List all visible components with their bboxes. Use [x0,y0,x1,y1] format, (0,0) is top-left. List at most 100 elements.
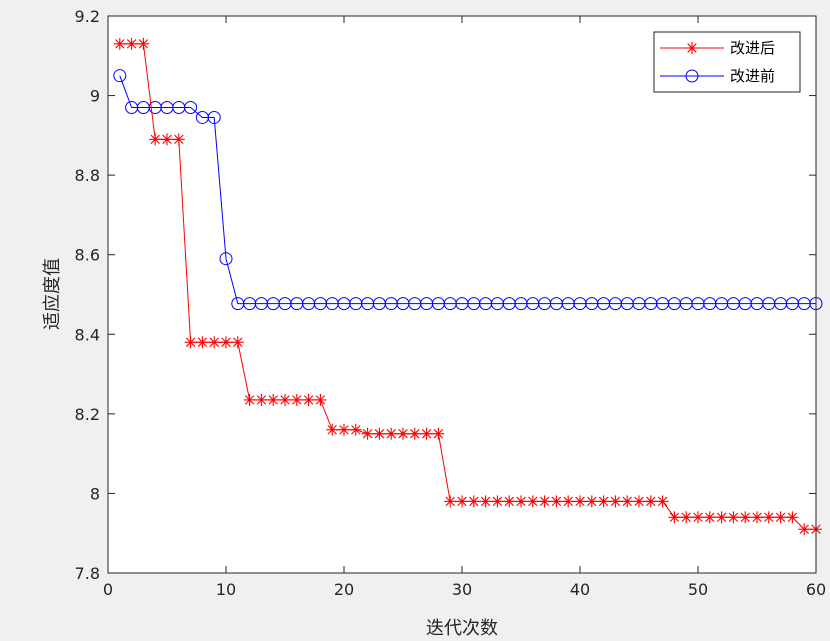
data-point-stroke [421,429,432,439]
data-point [184,336,197,349]
data-point-stroke [233,337,243,347]
data-point [219,252,233,266]
legend-marker [686,42,698,54]
data-point [668,511,681,524]
data-point-stroke [268,395,278,405]
data-point-stroke [563,496,573,507]
data-point [798,523,811,536]
data-point [184,101,198,115]
data-point-stroke [516,496,526,507]
data-point-stroke [150,134,160,145]
data-point-stroke [492,496,503,507]
data-point [373,427,386,440]
data-point [633,495,645,508]
data-point [314,393,327,406]
data-point [385,427,398,440]
data-point [656,495,669,508]
data-point [538,495,551,508]
data-point [621,495,634,508]
y-tick-label: 8 [90,484,100,503]
y-tick-label: 8.6 [75,246,100,265]
data-point-stroke [752,512,762,523]
data-point-stroke [634,496,644,507]
y-tick-label: 8.4 [75,325,100,344]
data-point [597,495,610,508]
data-point-stroke [469,496,479,507]
data-point [703,511,716,524]
data-point-stroke [221,337,231,347]
data-point [574,495,586,508]
data-point-stroke [115,39,125,49]
data-point [349,423,362,436]
data-point [491,495,504,508]
data-point-stroke [327,425,337,435]
y-tick-label: 9.2 [75,7,100,26]
data-point [550,495,563,508]
data-point-stroke [256,395,267,405]
data-point [774,511,787,524]
data-point [290,393,303,406]
data-point [692,511,704,524]
data-point-stroke [622,496,632,507]
data-point-stroke [646,496,656,507]
data-point-stroke [669,512,680,523]
data-point [609,495,622,508]
legend-label: 改进前 [730,67,775,85]
data-point [220,336,232,349]
data-point [243,393,256,406]
data-point-stroke [587,496,597,507]
data-point [255,393,268,406]
data-point [302,393,315,406]
data-point-stroke [433,429,444,439]
legend-item: 改进前 [660,67,775,85]
x-tick-label: 10 [216,580,236,599]
data-point [444,495,457,508]
data-point [113,37,126,50]
legend-item: 改进后 [660,39,775,57]
data-point-stroke [398,429,408,439]
legend-label: 改进后 [730,39,775,57]
data-point-stroke [197,337,208,347]
data-point [196,336,209,349]
data-point-stroke [787,512,798,523]
data-point [208,336,221,349]
data-point-stroke [457,496,467,507]
data-point-stroke [315,395,326,405]
data-point [585,495,598,508]
data-point-stroke [162,134,172,145]
data-point-stroke [386,429,396,439]
data-point [361,427,374,440]
data-point [172,133,185,146]
data-point [420,427,433,440]
data-point [267,393,280,406]
x-tick-label: 20 [334,580,354,599]
data-point [515,495,527,508]
data-point [526,495,539,508]
data-point [562,495,575,508]
data-point-stroke [775,512,786,523]
data-point [326,423,339,436]
data-point-stroke [126,39,137,49]
data-point [397,427,409,440]
x-tick-label: 30 [452,580,472,599]
data-point [125,37,138,50]
x-tick-label: 60 [806,580,826,599]
data-point-stroke [551,496,562,507]
data-point-stroke [575,496,585,507]
data-point [715,511,728,524]
data-point-stroke [681,512,691,523]
data-point [279,393,291,406]
ticks-layer: 0 10 20 30 40 50 60 7.8 8 8.2 8.4 8.6 8.8 9 9.2 [75,7,827,599]
data-point-stroke [480,496,491,507]
data-point [786,511,799,524]
data-point-stroke [174,134,184,145]
data-point [503,495,516,508]
data-point-stroke [598,496,609,507]
data-point-stroke [185,337,196,347]
data-point-stroke [362,429,373,439]
legend-marker [685,69,699,83]
y-tick-label: 7.8 [75,564,100,583]
data-point-stroke [339,425,349,435]
data-point-stroke [657,496,668,507]
